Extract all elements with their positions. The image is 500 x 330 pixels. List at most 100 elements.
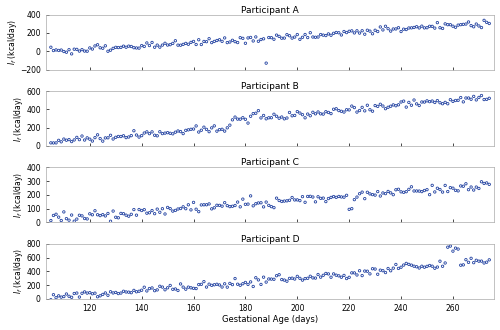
Point (345, 275, 353, 280)
Point (112, 135, 120, 140)
Point (143, 129, 151, 135)
Point (176, 43, 184, 48)
Point (52, 212, 60, 217)
Point (454, 188, 462, 193)
Point (356, 268, 364, 273)
Point (153, 133, 161, 139)
Point (88, 138, 96, 144)
Point (80, 137, 88, 143)
Point (148, 40, 156, 45)
Point (460, 183, 468, 189)
Point (288, 276, 296, 281)
Point (426, 99, 434, 104)
Point (316, 275, 324, 280)
Point (345, 107, 353, 113)
Point (364, 103, 372, 108)
Point (340, 110, 348, 115)
Point (358, 273, 366, 278)
Point (322, 33, 330, 38)
Point (286, 33, 294, 38)
Point (324, 110, 332, 115)
Point (98, 139, 106, 144)
Point (210, 282, 218, 287)
Point (52, 295, 60, 300)
Point (436, 259, 444, 264)
Point (102, 135, 110, 141)
Point (446, 185, 454, 190)
Point (449, 185, 457, 191)
Point (62, 138, 70, 143)
Point (260, 204, 268, 210)
Point (268, 115, 276, 120)
Point (47, 45, 55, 50)
Point (272, 32, 280, 38)
Point (47, 297, 55, 302)
Point (390, 26, 398, 32)
Point (275, 272, 283, 277)
Point (153, 287, 161, 292)
Point (306, 274, 314, 279)
Point (376, 102, 384, 107)
Point (143, 211, 151, 216)
Point (340, 29, 348, 34)
Point (102, 290, 110, 296)
Point (374, 29, 382, 34)
Point (265, 35, 273, 40)
Title: Participant B: Participant B (241, 82, 299, 91)
Point (184, 284, 192, 290)
Point (371, 192, 379, 198)
Point (161, 211, 169, 216)
Point (174, 288, 182, 293)
Point (428, 98, 436, 104)
Point (382, 191, 390, 196)
Point (298, 112, 306, 117)
Point (70, 137, 78, 143)
Point (120, 289, 128, 294)
Point (309, 110, 317, 115)
Point (397, 99, 405, 105)
Point (350, 105, 358, 110)
Point (345, 29, 353, 34)
Point (65, 47, 73, 52)
Point (102, 213, 110, 218)
Point (86, 137, 94, 142)
Point (280, 278, 288, 283)
Point (65, 137, 73, 142)
Point (309, 34, 317, 40)
Point (301, 32, 309, 37)
Point (234, 199, 241, 205)
Point (482, 180, 490, 185)
Point (68, 51, 76, 56)
Point (324, 31, 332, 37)
Point (234, 40, 241, 45)
Point (486, 96, 494, 101)
Point (172, 130, 179, 135)
Point (449, 99, 457, 104)
Point (290, 277, 298, 282)
Point (280, 116, 288, 121)
Point (446, 97, 454, 102)
Point (322, 271, 330, 276)
Point (228, 117, 236, 122)
Point (187, 127, 195, 132)
Point (431, 266, 439, 271)
Point (405, 25, 413, 31)
Point (309, 194, 317, 200)
Point (194, 129, 202, 135)
Point (454, 247, 462, 252)
Point (288, 35, 296, 41)
Point (226, 39, 234, 45)
Point (402, 27, 410, 32)
Point (420, 25, 428, 30)
Point (298, 278, 306, 283)
Point (54, 214, 62, 220)
Point (340, 194, 348, 200)
Point (280, 35, 288, 41)
Point (480, 97, 488, 102)
Point (184, 42, 192, 47)
Point (294, 109, 302, 114)
Point (412, 101, 420, 107)
Point (135, 134, 143, 140)
Point (316, 32, 324, 37)
Point (340, 273, 348, 278)
